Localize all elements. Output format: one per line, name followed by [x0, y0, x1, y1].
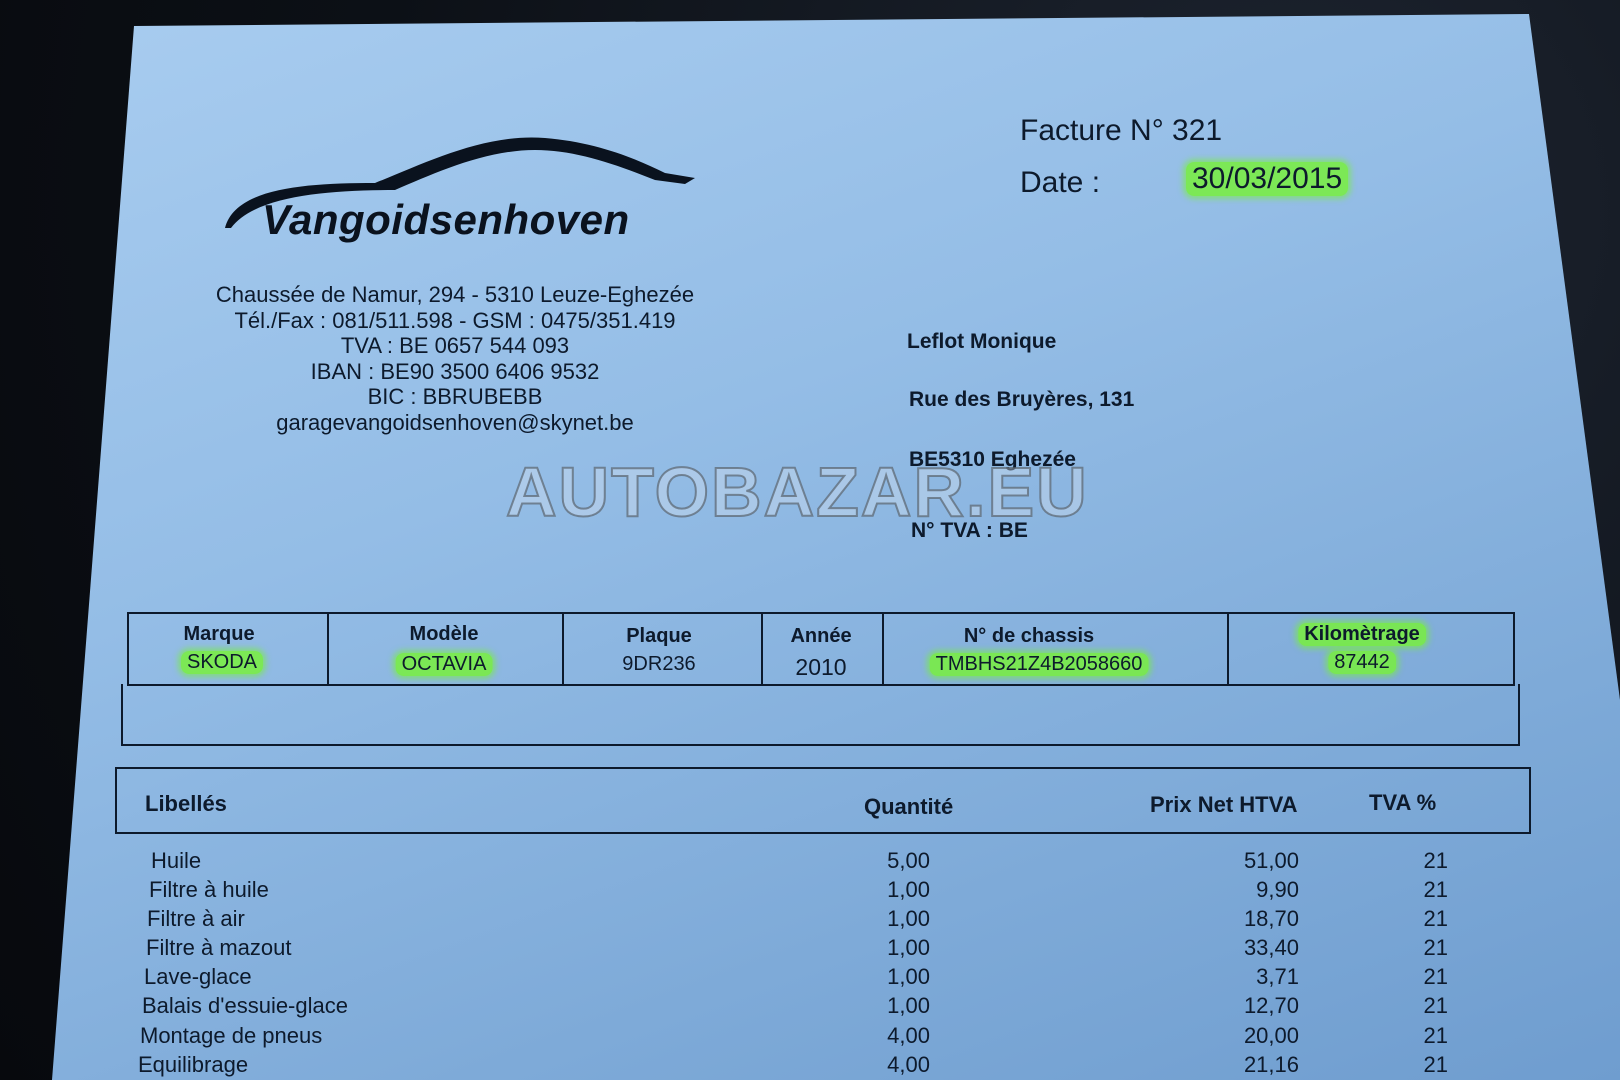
item-price: 9,90 — [1256, 877, 1299, 902]
item-qty: 4,00 — [887, 1052, 930, 1077]
table-row: Huile 5,00 51,00 21 — [52, 848, 1620, 876]
watermark: AUTOBAZAR.EU — [505, 452, 1089, 532]
item-qty: 1,00 — [887, 964, 930, 989]
client-city: BE5310 Eghezée — [909, 448, 1076, 471]
items-header-box — [115, 767, 1531, 834]
invoice-number-value: 321 — [1172, 114, 1223, 147]
item-vat: 21 — [1423, 877, 1448, 902]
header-price: Prix Net HTVA — [1150, 792, 1298, 817]
vehicle-brand: SKODA — [180, 651, 264, 674]
table-row: Filtre à mazout 1,00 33,40 21 — [52, 935, 1620, 963]
table-row: Equilibrage 4,00 21,16 21 — [52, 1052, 1620, 1080]
company-phone: Tél./Fax : 081/511.598 - GSM : 0475/351.… — [234, 308, 676, 333]
item-label: Lave-glace — [144, 964, 252, 989]
header-qty: Quantité — [864, 794, 954, 819]
car-logo-icon — [225, 137, 695, 228]
table-row: Balais d'essuie-glace 1,00 12,70 21 — [52, 993, 1620, 1021]
item-qty: 1,00 — [887, 877, 930, 902]
vehicle-notes-box — [121, 684, 1520, 746]
item-price: 51,00 — [1243, 848, 1299, 873]
item-label: Montage de pneus — [140, 1023, 323, 1048]
client-name: Leflot Monique — [907, 330, 1057, 353]
invoice-date-label: Date : — [1020, 166, 1101, 199]
item-price: 3,71 — [1256, 964, 1299, 989]
vehicle-model: OCTAVIA — [395, 653, 493, 676]
vehicle-year: 2010 — [795, 654, 847, 680]
invoice-number-label: Facture N° — [1020, 114, 1164, 147]
table-row: Lave-glace 1,00 3,71 21 — [52, 964, 1620, 992]
vehicle-plate: 9DR236 — [622, 653, 696, 675]
company-bic: BIC : BBRUBEBB — [367, 384, 543, 409]
item-vat: 21 — [1423, 964, 1448, 989]
invoice-date-value: 30/03/2015 — [1186, 162, 1349, 196]
item-qty: 5,00 — [887, 848, 930, 873]
item-vat: 21 — [1423, 906, 1448, 931]
item-label: Huile — [151, 848, 202, 873]
vehicle-header-year: Année — [790, 625, 852, 647]
item-qty: 1,00 — [887, 993, 930, 1018]
item-label: Equilibrage — [138, 1052, 249, 1077]
company-name: Vangoidsenhoven — [262, 196, 630, 243]
client-street: Rue des Bruyères, 131 — [909, 388, 1135, 411]
item-vat: 21 — [1423, 993, 1448, 1018]
item-price: 12,70 — [1243, 993, 1299, 1018]
vehicle-header-chassis: N° de chassis — [963, 625, 1095, 647]
item-price: 20,00 — [1243, 1023, 1299, 1048]
invoice-number: Facture N° 321 — [1020, 114, 1222, 148]
table-row: Filtre à air 1,00 18,70 21 — [52, 906, 1620, 934]
vehicle-header-plate: Plaque — [626, 625, 692, 647]
vehicle-table: Marque Modèle Plaque Année N° de chassis… — [127, 612, 1515, 686]
item-vat: 21 — [1423, 1023, 1448, 1048]
item-vat: 21 — [1423, 1052, 1448, 1077]
item-qty: 1,00 — [887, 935, 930, 960]
table-row: Montage de pneus 4,00 20,00 21 — [52, 1023, 1620, 1051]
item-vat: 21 — [1423, 935, 1448, 960]
item-label: Balais d'essuie-glace — [142, 993, 348, 1018]
item-vat: 21 — [1423, 848, 1448, 873]
company-address: Chaussée de Namur, 294 - 5310 Leuze-Eghe… — [215, 282, 695, 307]
vehicle-header-brand: Marque — [183, 623, 255, 645]
client-vat: N° TVA : BE — [911, 519, 1028, 542]
vehicle-header-mileage: Kilomètrage — [1298, 623, 1426, 646]
vehicle-mileage: 87442 — [1328, 651, 1396, 674]
item-qty: 1,00 — [887, 906, 930, 931]
item-price: 21,16 — [1243, 1052, 1299, 1077]
item-label: Filtre à mazout — [146, 935, 292, 960]
vehicle-chassis: TMBHS21Z4B2058660 — [929, 653, 1149, 676]
item-price: 33,40 — [1243, 935, 1299, 960]
company-iban: IBAN : BE90 3500 6406 9532 — [310, 359, 600, 384]
header-vat: TVA % — [1369, 790, 1437, 815]
header-label: Libellés — [145, 791, 227, 816]
item-qty: 4,00 — [887, 1023, 930, 1048]
table-row: Filtre à huile 1,00 9,90 21 — [52, 877, 1620, 905]
company-email: garagevangoidsenhoven@skynet.be — [276, 410, 634, 435]
company-vat: TVA : BE 0657 544 093 — [340, 333, 570, 358]
item-label: Filtre à air — [147, 906, 245, 931]
item-label: Filtre à huile — [149, 877, 269, 902]
item-price: 18,70 — [1243, 906, 1299, 931]
vehicle-header-model: Modèle — [409, 623, 479, 645]
